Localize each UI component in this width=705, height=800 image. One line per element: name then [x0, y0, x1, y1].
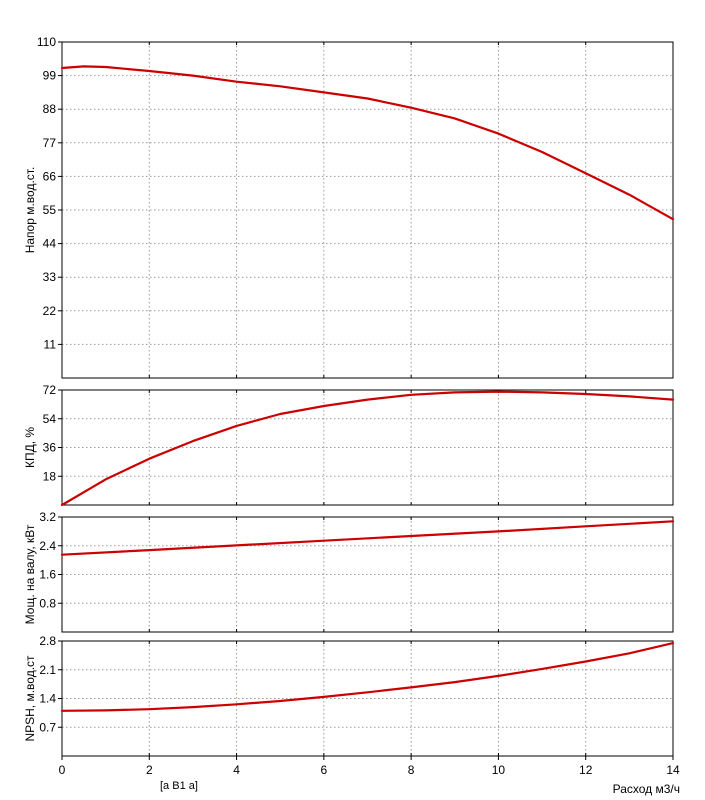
- series-line: [60, 520, 675, 556]
- y-axis-label: NPSH, м.вод.ст: [23, 655, 37, 742]
- plot-frame: [61, 640, 674, 757]
- y-tick-label: 1.6: [39, 568, 56, 582]
- y-tick-label: 54: [43, 412, 57, 426]
- x-tick-label: 14: [666, 763, 680, 777]
- y-tick-label: 88: [43, 102, 57, 116]
- y-tick-label: 0.8: [39, 596, 56, 610]
- plot-frame: [61, 41, 674, 379]
- y-tick-label: 77: [43, 136, 57, 150]
- footer-label: [a B1 a]: [160, 780, 198, 792]
- y-tick-label: 44: [43, 237, 57, 251]
- y-tick-label: 0.7: [39, 720, 56, 734]
- series-line: [60, 390, 675, 507]
- y-tick-label: 72: [43, 383, 57, 397]
- chart-panel-1: 11 22 33 44 55 66 77 88 99 110 Напор м.вод.ст.: [23, 35, 675, 379]
- y-axis-label: КПД, %: [23, 427, 37, 468]
- y-tick-label: 2.4: [39, 539, 56, 553]
- x-tick-label: 0: [59, 763, 66, 777]
- x-tick-label: 6: [321, 763, 328, 777]
- y-tick-label: 18: [43, 469, 57, 483]
- y-tick-label: 2.1: [39, 663, 56, 677]
- plot-frame: [61, 516, 674, 633]
- y-tick-label: 55: [43, 203, 57, 217]
- x-axis-label: Расход м3/ч: [613, 782, 680, 796]
- y-tick-label: 22: [43, 304, 57, 318]
- x-tick-label: 8: [408, 763, 415, 777]
- plot-frame: [61, 389, 674, 506]
- y-tick-label: 1.4: [39, 692, 56, 706]
- y-tick-label: 11: [44, 337, 57, 351]
- y-axis-label: Мощ. на валу, кВт: [23, 524, 37, 624]
- x-tick-label: 2: [146, 763, 153, 777]
- chart-panel-2: 18 36 54 72 КПД, %: [23, 383, 675, 507]
- series-line: [60, 641, 675, 712]
- y-tick-label: 2.8: [39, 634, 56, 648]
- y-tick-label: 3.2: [39, 510, 56, 524]
- x-tick-label: 10: [492, 763, 506, 777]
- y-tick-label: 99: [43, 69, 57, 83]
- series-line: [60, 65, 675, 221]
- y-tick-label: 36: [43, 441, 57, 455]
- x-tick-label: 4: [233, 763, 240, 777]
- x-tick-label: 12: [579, 763, 593, 777]
- y-tick-label: 66: [43, 169, 57, 183]
- y-axis-label: Напор м.вод.ст.: [23, 167, 37, 254]
- y-tick-label: 110: [37, 35, 56, 49]
- y-tick-label: 33: [43, 270, 57, 284]
